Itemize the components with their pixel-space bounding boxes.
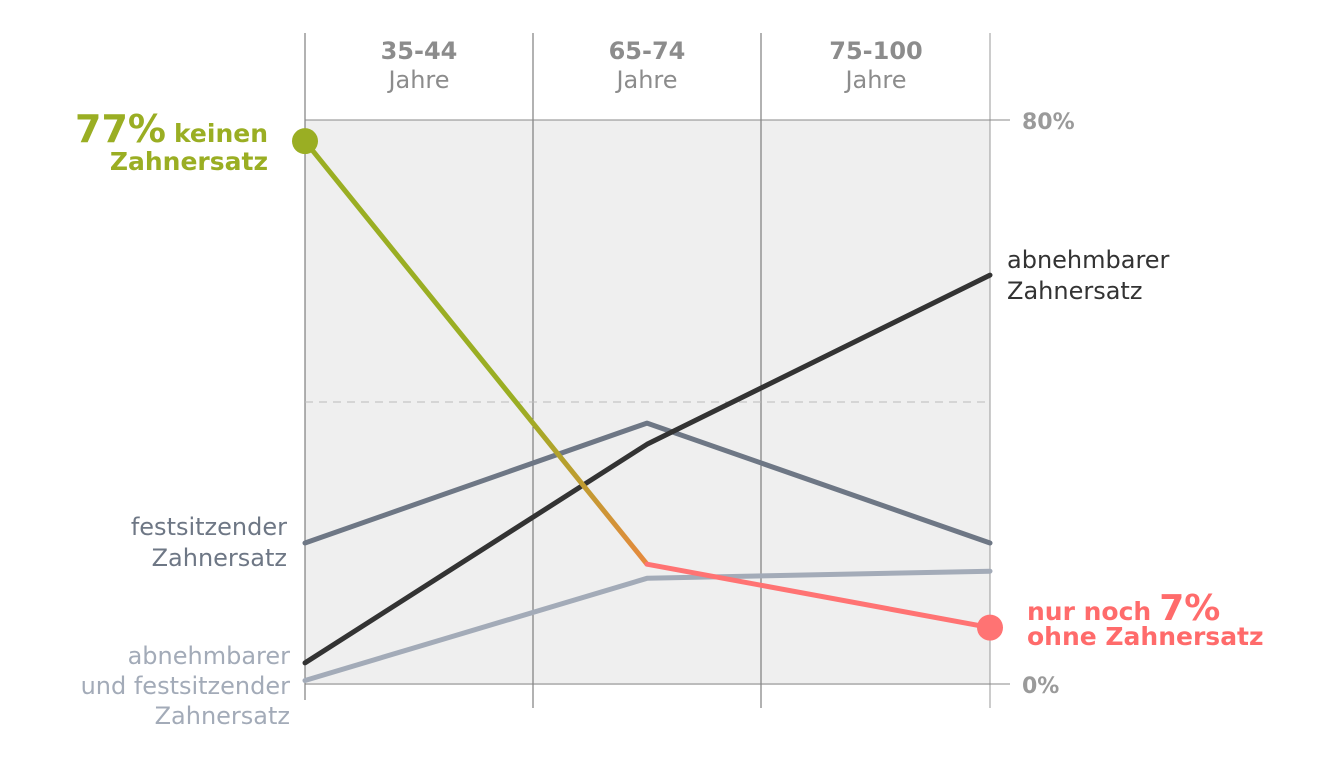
- series-line-festsitzend: [302, 420, 993, 546]
- series-line-keinen-segment-2: [644, 561, 993, 631]
- y-tick-80: 80%: [1022, 110, 1075, 135]
- label-kombi-line3: Zahnersatz: [155, 702, 290, 730]
- header-3-unit: Jahre: [843, 66, 906, 94]
- point-keinen-end: [977, 614, 1003, 641]
- label-festsitzend-line1: festsitzender: [131, 513, 287, 541]
- annotation-77-percent: 77% keinen: [75, 107, 268, 151]
- series-line-abnehmbar: [302, 272, 993, 666]
- header-2-unit: Jahre: [614, 66, 677, 94]
- label-kombi-line1: abnehmbarer: [128, 642, 291, 670]
- y-tick-0: 0%: [1022, 674, 1059, 699]
- label-abnehmbar-line1: abnehmbarer: [1007, 246, 1170, 274]
- annotation-7-percent: nur noch 7%: [1027, 588, 1220, 629]
- label-abnehmbar-line2: Zahnersatz: [1007, 277, 1142, 305]
- series-line-abnehmbar-festsitzend: [302, 568, 993, 683]
- header-2-range: 65-74: [609, 37, 686, 65]
- annotation-77-line2: Zahnersatz: [110, 147, 268, 176]
- series-line-keinen-segment-1: [302, 138, 650, 567]
- header-1-unit: Jahre: [386, 66, 449, 94]
- label-festsitzend-line2: Zahnersatz: [152, 544, 287, 572]
- label-kombi-line2: und festsitzender: [81, 672, 291, 700]
- annotation-7-line2: ohne Zahnersatz: [1027, 622, 1264, 651]
- point-keinen-start: [292, 128, 318, 155]
- header-1-range: 35-44: [381, 37, 458, 65]
- header-3-range: 75-100: [829, 37, 922, 65]
